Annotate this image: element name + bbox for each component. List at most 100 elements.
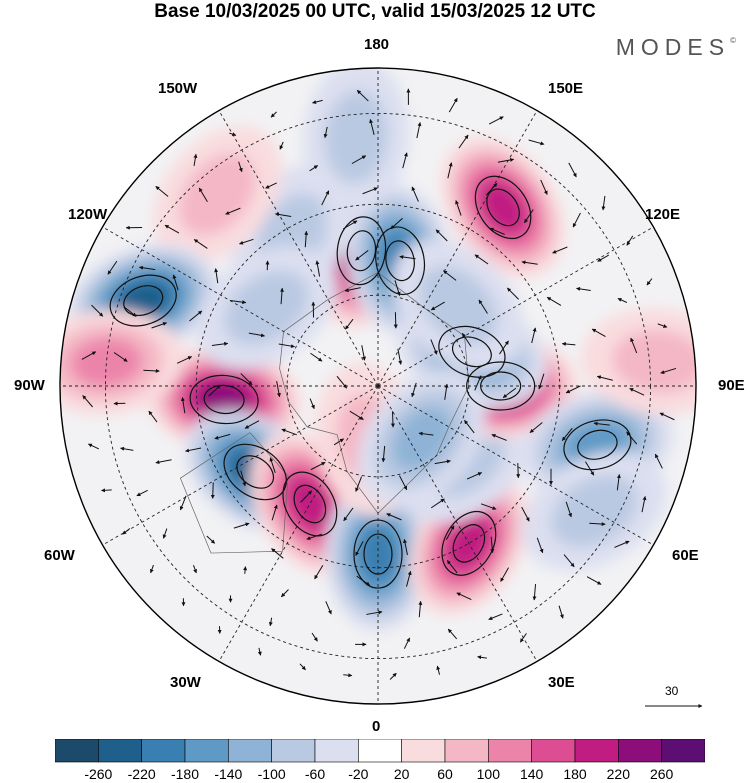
colorbar-segment (574, 739, 619, 763)
wind-vector (444, 383, 449, 400)
wind-vector (248, 332, 265, 338)
anomaly-contour (336, 216, 387, 286)
wind-vector (356, 89, 369, 102)
wind-vector (626, 431, 638, 445)
wind-vector (464, 419, 475, 434)
wind-vector (565, 385, 581, 394)
wind-vector (276, 381, 281, 398)
wind-vector (120, 446, 134, 451)
wind-vector (435, 229, 448, 242)
lon-label-150w: 150W (158, 80, 198, 97)
wind-vector (563, 554, 575, 568)
wind-vector (491, 433, 507, 441)
wind-vector (474, 375, 482, 391)
colorbar-segment (271, 739, 316, 763)
anomaly-contour (486, 188, 520, 227)
wind-vector (309, 165, 319, 172)
anomaly-cell (224, 270, 309, 345)
wind-vector (323, 126, 328, 139)
lon-label-30w: 30W (170, 674, 201, 691)
wind-vector (310, 461, 326, 471)
meridian-line (218, 110, 379, 387)
wind-vector (198, 187, 208, 202)
wind-vector (271, 548, 284, 559)
wind-vector (629, 387, 645, 396)
anomaly-contour (203, 384, 245, 415)
wind-vectors (81, 88, 677, 680)
colorbar-segment (661, 739, 705, 763)
wind-vector (386, 513, 402, 521)
wind-vector (561, 341, 576, 346)
anomaly-contour (466, 361, 536, 411)
wind-vector (546, 296, 562, 306)
wind-vector (521, 506, 530, 522)
wind-vector (366, 610, 383, 615)
wind-vector (445, 525, 455, 541)
wind-vector (143, 368, 160, 373)
wind-vector (349, 410, 364, 421)
wind-vector (211, 341, 229, 346)
wind-vector (576, 286, 591, 291)
wind-vector (474, 254, 489, 265)
wind-vector (257, 647, 262, 656)
wind-vector (344, 318, 354, 330)
wind-vector (149, 564, 154, 574)
wind-vector (107, 260, 118, 275)
wind-vector (210, 482, 215, 499)
wind-vector (269, 457, 276, 474)
wind-vector (558, 605, 564, 619)
wind-vector (641, 496, 647, 513)
wind-vector (596, 375, 613, 381)
wind-vector (659, 412, 675, 421)
meridian-line (377, 385, 538, 662)
wind-vector (626, 235, 634, 246)
wind-vector (516, 463, 521, 479)
wind-vector (480, 503, 497, 510)
wind-vector (389, 672, 397, 680)
anomaly-contour (236, 455, 275, 489)
anomaly-cell (551, 475, 638, 547)
wind-vector (593, 421, 610, 426)
wind-vector (654, 453, 663, 469)
wind-vector (123, 306, 137, 317)
colorbar-tick-label: -60 (304, 766, 326, 782)
wind-vector (311, 632, 318, 642)
wind-vector (506, 287, 520, 300)
colorbar-segment (358, 739, 402, 763)
anomaly-contour (577, 429, 618, 460)
anomaly-contour (438, 325, 506, 378)
anomaly-contour (480, 371, 522, 401)
map-border (59, 67, 697, 705)
wind-vector (381, 445, 386, 463)
colorbar-tick-label: -260 (84, 766, 113, 782)
wind-vector (572, 212, 581, 228)
wind-vector (394, 280, 401, 296)
wind-vector (179, 495, 187, 511)
wind-vector (430, 301, 445, 311)
wind-vector (176, 356, 193, 364)
wind-vector (497, 158, 515, 163)
wind-vector (488, 613, 503, 621)
wind-vector (488, 116, 504, 125)
meridian-line (218, 385, 379, 662)
wind-vector (478, 299, 488, 314)
wind-vector (244, 420, 260, 429)
wind-vector (343, 673, 353, 678)
wind-vector (325, 601, 332, 615)
colorbar-tick-label: 20 (393, 766, 410, 782)
wind-vector (502, 387, 517, 399)
anomaly-cell (418, 266, 498, 346)
wind-vector (447, 162, 453, 179)
anomaly-cell (198, 382, 250, 417)
map-title: Base 10/03/2025 00 UTC, valid 15/03/2025… (154, 1, 596, 22)
wind-vector (521, 260, 538, 265)
wind-vector (185, 447, 202, 453)
wind-vector (461, 332, 472, 347)
anomaly-contour (452, 524, 486, 563)
wind-vector (214, 433, 231, 440)
wind-vector (208, 384, 221, 397)
coastlines (179, 272, 470, 554)
wind-vector (193, 239, 208, 249)
meridian-line (377, 110, 538, 387)
wind-vector (411, 186, 419, 202)
